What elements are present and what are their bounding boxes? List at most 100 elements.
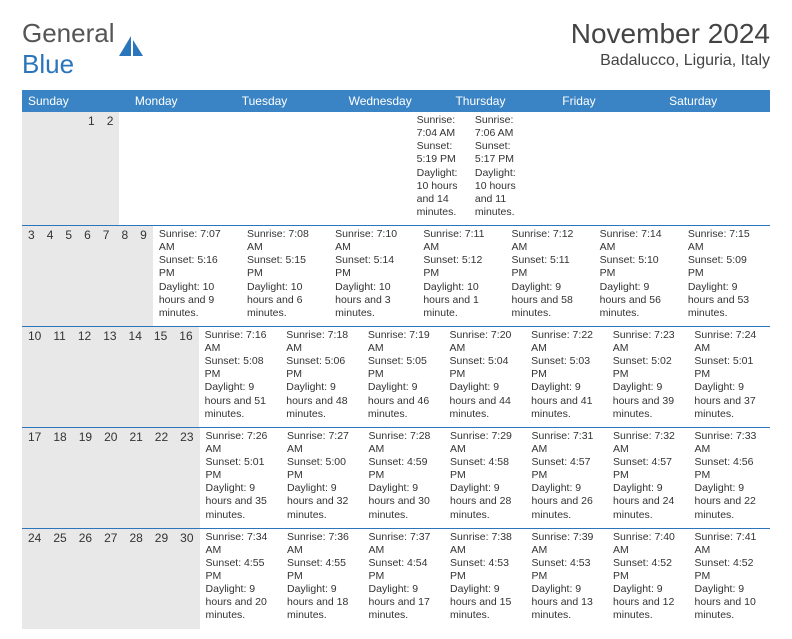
day-header: Thursday — [449, 90, 556, 112]
daylight-text: Daylight: 9 hours and 22 minutes. — [695, 482, 765, 521]
sunset-text: Sunset: 5:14 PM — [335, 254, 411, 280]
day-header: Friday — [556, 90, 663, 112]
daynum-row: 10111213141516 — [22, 327, 199, 427]
day-number: 4 — [41, 226, 60, 326]
day-cell — [119, 112, 177, 225]
day-cell — [178, 112, 236, 225]
sunset-text: Sunset: 5:10 PM — [600, 254, 676, 280]
title-block: November 2024 Badalucco, Liguria, Italy — [571, 18, 770, 70]
sunset-text: Sunset: 5:08 PM — [205, 355, 275, 381]
day-number: 25 — [47, 529, 72, 629]
sunset-text: Sunset: 5:06 PM — [286, 355, 356, 381]
daydata-row: Sunrise: 7:34 AMSunset: 4:55 PMDaylight:… — [200, 529, 770, 629]
sunrise-text: Sunrise: 7:26 AM — [206, 430, 276, 456]
sunset-text: Sunset: 5:09 PM — [688, 254, 764, 280]
calendar-week: 17181920212223Sunrise: 7:26 AMSunset: 5:… — [22, 427, 770, 528]
sunset-text: Sunset: 5:19 PM — [417, 140, 463, 166]
sunrise-text: Sunrise: 7:36 AM — [287, 531, 357, 557]
sunset-text: Sunset: 5:03 PM — [531, 355, 601, 381]
day-number: 13 — [97, 327, 122, 427]
day-cell: Sunrise: 7:38 AMSunset: 4:53 PMDaylight:… — [444, 529, 526, 629]
sunrise-text: Sunrise: 7:37 AM — [369, 531, 439, 557]
day-cell: Sunrise: 7:34 AMSunset: 4:55 PMDaylight:… — [200, 529, 282, 629]
daynum-row: 17181920212223 — [22, 428, 200, 528]
day-cell: Sunrise: 7:40 AMSunset: 4:52 PMDaylight:… — [607, 529, 689, 629]
sunset-text: Sunset: 4:57 PM — [532, 456, 602, 482]
daylight-text: Daylight: 9 hours and 17 minutes. — [369, 583, 439, 622]
day-number: 2 — [101, 112, 120, 225]
daydata-row: Sunrise: 7:07 AMSunset: 5:16 PMDaylight:… — [153, 226, 770, 326]
daylight-text: Daylight: 9 hours and 35 minutes. — [206, 482, 276, 521]
daylight-text: Daylight: 9 hours and 26 minutes. — [532, 482, 602, 521]
sunset-text: Sunset: 4:59 PM — [369, 456, 439, 482]
day-number: 9 — [134, 226, 153, 326]
daylight-text: Daylight: 9 hours and 48 minutes. — [286, 381, 356, 420]
sunset-text: Sunset: 4:54 PM — [369, 557, 439, 583]
day-cell: Sunrise: 7:07 AMSunset: 5:16 PMDaylight:… — [153, 226, 241, 326]
day-cell — [294, 112, 352, 225]
day-cell: Sunrise: 7:28 AMSunset: 4:59 PMDaylight:… — [363, 428, 445, 528]
sunrise-text: Sunrise: 7:11 AM — [423, 228, 499, 254]
day-number — [46, 112, 58, 225]
daylight-text: Daylight: 9 hours and 58 minutes. — [512, 281, 588, 320]
sunrise-text: Sunrise: 7:16 AM — [205, 329, 275, 355]
daylight-text: Daylight: 9 hours and 10 minutes. — [695, 583, 765, 622]
calendar-week: 10111213141516Sunrise: 7:16 AMSunset: 5:… — [22, 326, 770, 427]
daylight-text: Daylight: 10 hours and 1 minute. — [423, 281, 499, 320]
sunset-text: Sunset: 5:05 PM — [368, 355, 438, 381]
day-number: 5 — [59, 226, 78, 326]
daylight-text: Daylight: 9 hours and 20 minutes. — [206, 583, 276, 622]
sunset-text: Sunset: 4:57 PM — [613, 456, 683, 482]
sunrise-text: Sunrise: 7:34 AM — [206, 531, 276, 557]
day-cell: Sunrise: 7:37 AMSunset: 4:54 PMDaylight:… — [363, 529, 445, 629]
day-cell: Sunrise: 7:19 AMSunset: 5:05 PMDaylight:… — [362, 327, 444, 427]
daylight-text: Daylight: 9 hours and 32 minutes. — [287, 482, 357, 521]
day-header-row: Sunday Monday Tuesday Wednesday Thursday… — [22, 90, 770, 112]
day-number — [34, 112, 46, 225]
daylight-text: Daylight: 9 hours and 51 minutes. — [205, 381, 275, 420]
sunset-text: Sunset: 5:01 PM — [694, 355, 764, 381]
day-cell — [236, 112, 294, 225]
daylight-text: Daylight: 9 hours and 56 minutes. — [600, 281, 676, 320]
daylight-text: Daylight: 9 hours and 18 minutes. — [287, 583, 357, 622]
day-cell: Sunrise: 7:23 AMSunset: 5:02 PMDaylight:… — [607, 327, 689, 427]
day-cell: Sunrise: 7:06 AMSunset: 5:17 PMDaylight:… — [469, 112, 527, 225]
day-header: Sunday — [22, 90, 129, 112]
sunset-text: Sunset: 4:58 PM — [450, 456, 520, 482]
daylight-text: Daylight: 10 hours and 11 minutes. — [475, 167, 521, 220]
day-cell: Sunrise: 7:08 AMSunset: 5:15 PMDaylight:… — [241, 226, 329, 326]
sunset-text: Sunset: 5:11 PM — [512, 254, 588, 280]
day-cell: Sunrise: 7:12 AMSunset: 5:11 PMDaylight:… — [506, 226, 594, 326]
day-number: 21 — [123, 428, 148, 528]
daylight-text: Daylight: 9 hours and 41 minutes. — [531, 381, 601, 420]
sunset-text: Sunset: 4:53 PM — [450, 557, 520, 583]
sunrise-text: Sunrise: 7:39 AM — [532, 531, 602, 557]
day-cell: Sunrise: 7:33 AMSunset: 4:56 PMDaylight:… — [689, 428, 771, 528]
daynum-row: 3456789 — [22, 226, 153, 326]
daydata-row: Sunrise: 7:04 AMSunset: 5:19 PMDaylight:… — [119, 112, 527, 225]
day-cell: Sunrise: 7:24 AMSunset: 5:01 PMDaylight:… — [688, 327, 770, 427]
sunset-text: Sunset: 4:55 PM — [287, 557, 357, 583]
day-cell: Sunrise: 7:39 AMSunset: 4:53 PMDaylight:… — [526, 529, 608, 629]
calendar: Sunday Monday Tuesday Wednesday Thursday… — [22, 90, 770, 629]
daylight-text: Daylight: 9 hours and 37 minutes. — [694, 381, 764, 420]
day-cell: Sunrise: 7:36 AMSunset: 4:55 PMDaylight:… — [281, 529, 363, 629]
sunset-text: Sunset: 5:02 PM — [613, 355, 683, 381]
daylight-text: Daylight: 9 hours and 13 minutes. — [532, 583, 602, 622]
day-cell: Sunrise: 7:10 AMSunset: 5:14 PMDaylight:… — [329, 226, 417, 326]
day-number: 29 — [149, 529, 174, 629]
day-header: Wednesday — [343, 90, 450, 112]
daydata-row: Sunrise: 7:26 AMSunset: 5:01 PMDaylight:… — [200, 428, 770, 528]
daylight-text: Daylight: 10 hours and 9 minutes. — [159, 281, 235, 320]
day-number — [70, 112, 82, 225]
sunset-text: Sunset: 5:12 PM — [423, 254, 499, 280]
sail-icon — [117, 34, 145, 63]
sunrise-text: Sunrise: 7:07 AM — [159, 228, 235, 254]
sunrise-text: Sunrise: 7:12 AM — [512, 228, 588, 254]
day-number: 15 — [148, 327, 173, 427]
day-cell: Sunrise: 7:04 AMSunset: 5:19 PMDaylight:… — [411, 112, 469, 225]
sunrise-text: Sunrise: 7:31 AM — [532, 430, 602, 456]
day-number: 6 — [78, 226, 97, 326]
day-cell: Sunrise: 7:31 AMSunset: 4:57 PMDaylight:… — [526, 428, 608, 528]
sunrise-text: Sunrise: 7:23 AM — [613, 329, 683, 355]
